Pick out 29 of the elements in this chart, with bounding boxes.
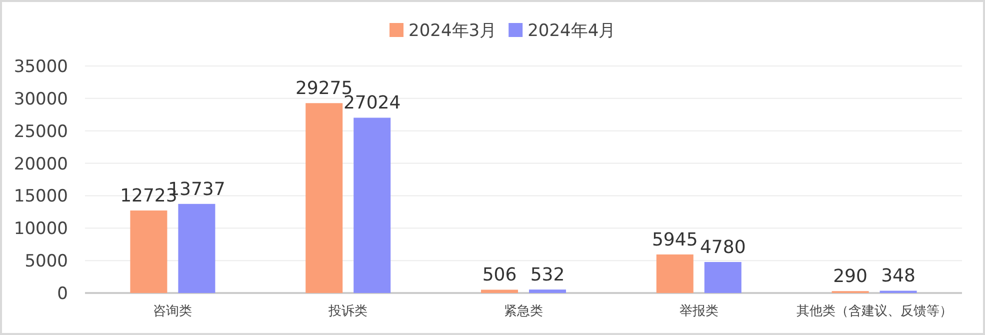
y-tick-label: 20000: [14, 154, 68, 174]
y-tick-label: 10000: [14, 219, 68, 240]
bar: [130, 210, 168, 293]
data-label: 532: [530, 264, 565, 286]
legend-label: 2024年4月: [528, 21, 616, 41]
data-label: 290: [833, 266, 868, 288]
bar: [481, 290, 518, 293]
data-label: 506: [482, 264, 517, 286]
bar: [306, 103, 343, 293]
y-tick-label: 25000: [14, 122, 68, 142]
y-tick-label: 30000: [14, 89, 68, 110]
y-tick-label: 0: [57, 284, 68, 304]
x-tick-label: 其他类（含建议、反馈等）: [796, 304, 952, 319]
x-tick-label: 咨询类: [153, 304, 192, 319]
bar: [178, 204, 216, 293]
bar: [656, 254, 694, 293]
data-label: 348: [881, 266, 916, 287]
x-tick-label: 紧急类: [504, 304, 543, 319]
bar: [529, 290, 566, 293]
bar: [354, 118, 391, 293]
y-tick-label: 15000: [14, 186, 68, 207]
y-tick-label: 35000: [14, 57, 68, 77]
x-tick-label: 举报类: [679, 304, 718, 319]
data-label: 5945: [652, 229, 698, 250]
x-tick-label: 投诉类: [328, 304, 368, 319]
legend-label: 2024年3月: [408, 21, 497, 41]
y-tick-label: 5000: [24, 252, 68, 272]
bar: [704, 262, 742, 293]
data-label: 4780: [700, 237, 746, 258]
